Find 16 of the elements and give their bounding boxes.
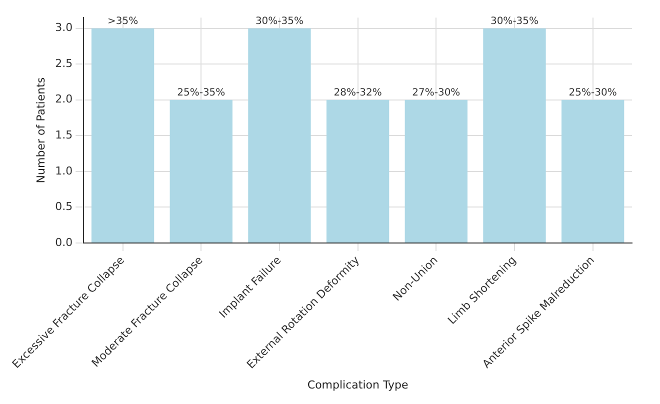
annotation: 27%-30% [412,87,460,98]
x-axis-title: Complication Type [307,378,408,392]
y-tick-label: 0.5 [55,200,73,214]
annotation: >35% [107,16,138,27]
annotation: 25%-35% [177,87,226,98]
annotation: 28%-32% [334,87,382,98]
y-tick-label: 1.0 [55,164,73,178]
y-tick-label: 1.5 [55,128,73,142]
y-axis-title: Number of Patients [34,77,48,184]
y-tick-label: 2.5 [55,56,73,70]
annotation: 30%-35% [490,16,539,27]
y-tick-label: 2.0 [55,92,73,106]
y-tick-label: 0.0 [55,236,73,249]
y-tick-label: 3.0 [55,21,73,34]
annotation: 25%-30% [568,87,617,98]
annotation: 30%-35% [255,16,304,27]
